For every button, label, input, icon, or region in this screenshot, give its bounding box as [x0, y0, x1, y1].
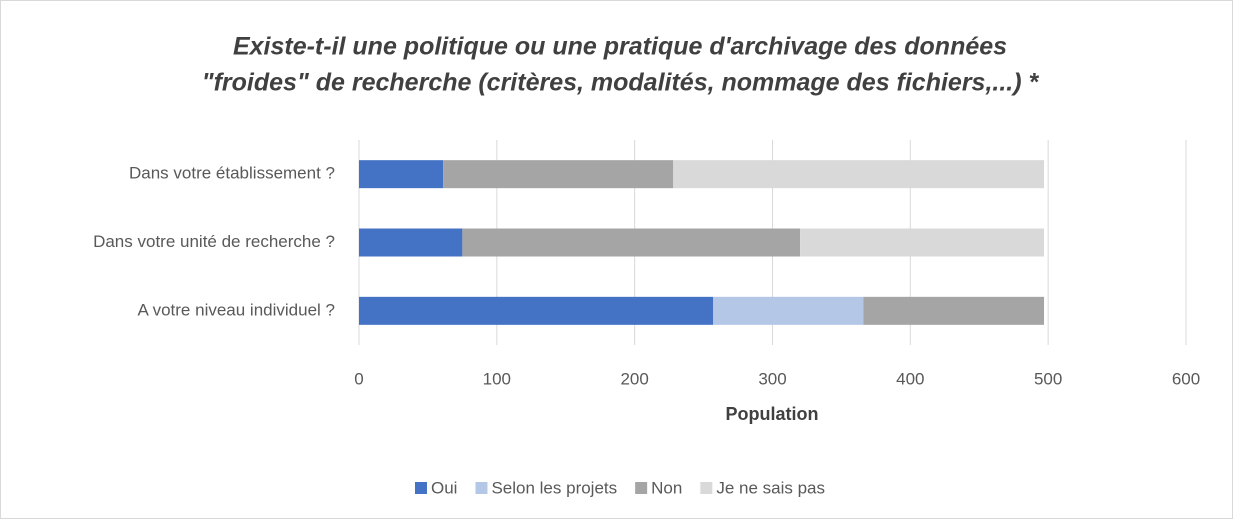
- bar-segment: [359, 296, 714, 325]
- x-tick-label: 400: [896, 369, 924, 388]
- bar-segment: [673, 160, 1045, 189]
- legend-swatch: [414, 482, 427, 494]
- legend-swatch: [475, 482, 488, 494]
- bar-segment: [443, 160, 674, 189]
- legend-swatch: [700, 482, 713, 494]
- x-tick-label: 0: [354, 369, 363, 388]
- x-tick-label: 600: [1172, 369, 1200, 388]
- legend-label: Je ne sais pas: [716, 478, 825, 497]
- legend-label: Oui: [431, 478, 457, 497]
- legend-label: Selon les projets: [491, 478, 617, 497]
- bar-segment: [359, 160, 444, 189]
- legend: Oui Selon les projets Non Je ne sais pas: [414, 478, 825, 497]
- bar-segment: [462, 228, 801, 257]
- x-axis-label: Population: [726, 404, 819, 424]
- y-tick-label: A votre niveau individuel ?: [137, 300, 335, 319]
- legend-label: Non: [651, 478, 682, 497]
- chart-title: Existe-t-il une politique ou une pratiqu…: [233, 33, 1007, 61]
- x-tick-label: 100: [483, 369, 511, 388]
- bar-segment: [800, 228, 1045, 257]
- y-tick-label: Dans votre unité de recherche ?: [93, 232, 335, 251]
- bar-segment: [713, 296, 864, 325]
- bar-segment: [863, 296, 1045, 325]
- y-tick-label: Dans votre établissement ?: [129, 164, 335, 183]
- x-tick-label: 500: [1034, 369, 1062, 388]
- chart-title: "froides" de recherche (critères, modali…: [202, 69, 1040, 97]
- x-tick-label: 200: [620, 369, 648, 388]
- bar-segment: [359, 228, 463, 257]
- x-tick-label: 300: [758, 369, 786, 388]
- legend-swatch: [635, 482, 648, 494]
